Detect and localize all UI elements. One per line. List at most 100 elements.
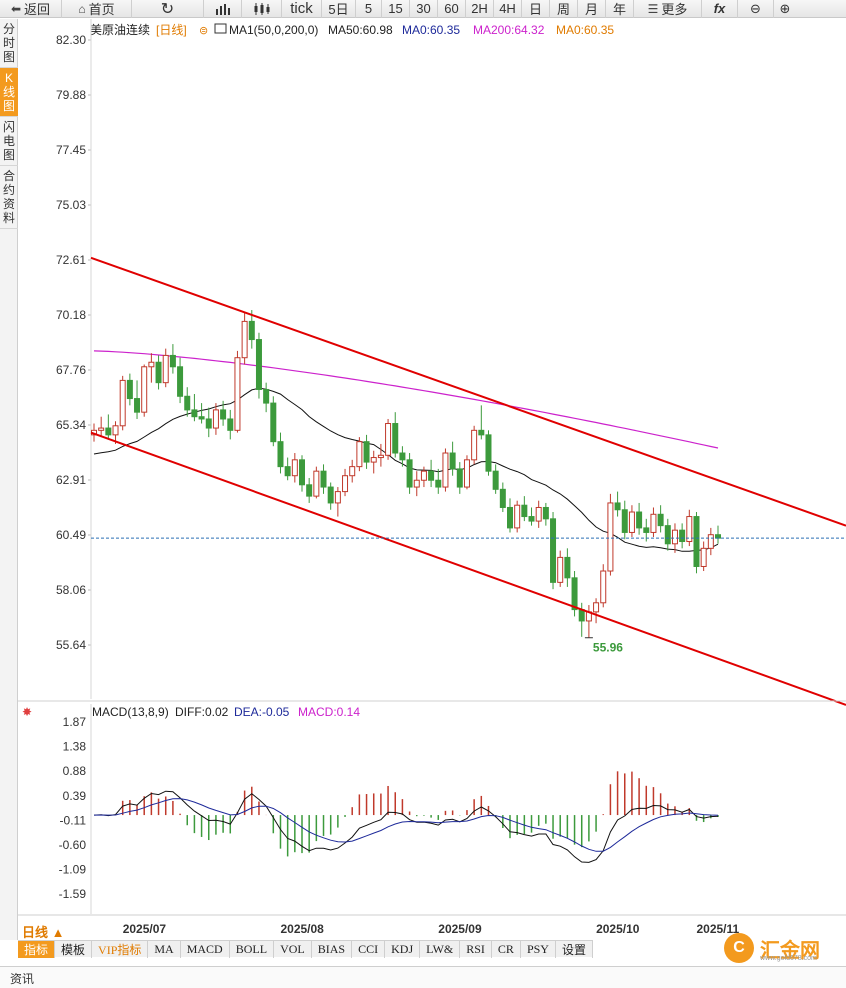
- candle-up: [535, 506, 542, 522]
- zoom-out-button[interactable]: ⊖: [738, 0, 774, 18]
- candle-down: [105, 427, 112, 436]
- candle-up: [650, 513, 657, 533]
- period-5m[interactable]: 5: [356, 0, 382, 18]
- period-60m[interactable]: 60: [438, 0, 466, 18]
- indicator-icon[interactable]: [214, 23, 227, 34]
- macd-value: MACD:0.14: [298, 705, 360, 719]
- price-tick-label: 82.30: [56, 33, 86, 47]
- back-button[interactable]: ⬅ 返回: [0, 0, 62, 18]
- macd-dea-line: [93, 798, 719, 852]
- candle-up: [593, 602, 600, 613]
- candle-up: [600, 570, 607, 604]
- tab-lw[interactable]: LW&: [420, 941, 461, 958]
- period-4h[interactable]: 4H: [494, 0, 522, 18]
- refresh-button[interactable]: ↻: [132, 0, 204, 18]
- candle-down: [399, 452, 406, 461]
- candle-up: [141, 366, 148, 413]
- more-button[interactable]: ☰ 更多: [634, 0, 702, 18]
- candle-down: [542, 506, 549, 520]
- candle-up: [700, 547, 707, 567]
- candle-down: [550, 518, 557, 583]
- price-tick-label: 55.64: [56, 638, 86, 652]
- bar-chart-button[interactable]: [204, 0, 242, 18]
- zoom-in-button[interactable]: ⊕: [774, 0, 796, 18]
- price-tick-label: 60.49: [56, 528, 86, 542]
- period-day[interactable]: 日: [522, 0, 550, 18]
- period-year[interactable]: 年: [606, 0, 634, 18]
- tab-cci[interactable]: CCI: [352, 941, 386, 958]
- period-30m[interactable]: 30: [410, 0, 438, 18]
- tab-kline[interactable]: K线图: [0, 68, 18, 117]
- macd-axis: 1.87 1.38 0.88 0.39 -0.11 -0.60 -1.09 -1.59: [59, 715, 87, 901]
- period-label: 周: [556, 2, 570, 17]
- tab-indicators[interactable]: 指标: [18, 941, 56, 958]
- period-label: 5日: [328, 2, 349, 17]
- symbol-name: 美原油连续: [90, 22, 150, 37]
- candle-up: [212, 409, 219, 429]
- tab-timeshare[interactable]: 分时图: [0, 19, 18, 68]
- tab-contract-info[interactable]: 合约资料: [0, 166, 18, 229]
- candle-up: [377, 454, 384, 459]
- period-week[interactable]: 周: [550, 0, 578, 18]
- period-label: 15: [388, 1, 403, 16]
- ma50-path: [93, 387, 719, 552]
- logo-text: 汇金网: [760, 939, 820, 962]
- news-tab[interactable]: 资讯: [10, 972, 35, 986]
- bar-chart-icon: [215, 3, 230, 15]
- tab-rsi[interactable]: RSI: [460, 941, 492, 958]
- candle-up: [671, 529, 678, 545]
- date-tick-label: 2025/07: [122, 922, 167, 936]
- tab-flash[interactable]: 闪电图: [0, 117, 18, 166]
- price-tick-label: 72.61: [56, 253, 86, 267]
- candle-chart-button[interactable]: [242, 0, 282, 18]
- tab-boll[interactable]: BOLL: [230, 941, 275, 958]
- tab-vol[interactable]: VOL: [274, 941, 312, 958]
- tab-template[interactable]: 模板: [55, 941, 93, 958]
- tab-kdj[interactable]: KDJ: [385, 941, 421, 958]
- candle-up: [514, 504, 521, 529]
- period-selector[interactable]: 日线 ▲: [22, 925, 65, 940]
- tab-macd[interactable]: MACD: [181, 941, 230, 958]
- candle-up: [607, 502, 614, 572]
- period-15m[interactable]: 15: [382, 0, 410, 18]
- channel-upper-line: [90, 256, 846, 527]
- period-tick[interactable]: tick: [282, 0, 322, 18]
- back-label: 返回: [24, 2, 51, 17]
- chart-svg[interactable]: 美原油连续 [日线] ⊜ MA1(50,0,200,0) MA50:60.98 …: [18, 19, 846, 916]
- tab-settings[interactable]: 设置: [556, 941, 593, 958]
- tab-ma[interactable]: MA: [148, 941, 181, 958]
- candle-down: [134, 398, 141, 413]
- tab-vip-indicators[interactable]: VIP指标: [92, 941, 149, 958]
- macd-settings-icon[interactable]: ✸: [22, 705, 32, 719]
- candle-down: [571, 577, 578, 611]
- candle-up: [385, 423, 392, 456]
- home-button[interactable]: ⌂ 首页: [62, 0, 132, 18]
- candle-up: [313, 470, 320, 497]
- formula-button[interactable]: fx: [702, 0, 738, 18]
- top-toolbar: ⬅ 返回 ⌂ 首页 ↻ tick 5日 5 15 3: [0, 0, 846, 18]
- settings-icon[interactable]: ⊜: [199, 25, 208, 37]
- candle-up: [471, 429, 478, 461]
- formula-icon: fx: [713, 1, 726, 16]
- candle-down: [528, 516, 535, 522]
- ma0-label: MA0:60.35: [402, 23, 460, 37]
- period-month[interactable]: 月: [578, 0, 606, 18]
- current-price-line: [91, 537, 846, 639]
- period-label: 2H: [471, 1, 488, 16]
- candle-up: [356, 441, 363, 468]
- macd-tick-label: -1.59: [59, 887, 87, 901]
- period-5d[interactable]: 5日: [322, 0, 356, 18]
- tab-bias[interactable]: BIAS: [312, 941, 353, 958]
- footer-bar: 资讯: [0, 966, 846, 988]
- macd-panel: [93, 771, 719, 863]
- candle-down: [435, 479, 442, 488]
- period-2h[interactable]: 2H: [466, 0, 494, 18]
- logo-url: www.gold678.com: [760, 955, 817, 962]
- refresh-icon: ↻: [160, 0, 175, 18]
- candle-down: [507, 506, 513, 529]
- candle-up: [148, 361, 155, 368]
- chart-area[interactable]: 美原油连续 [日线] ⊜ MA1(50,0,200,0) MA50:60.98 …: [18, 19, 846, 916]
- tab-cr[interactable]: CR: [492, 941, 521, 958]
- tab-psy[interactable]: PSY: [521, 941, 556, 958]
